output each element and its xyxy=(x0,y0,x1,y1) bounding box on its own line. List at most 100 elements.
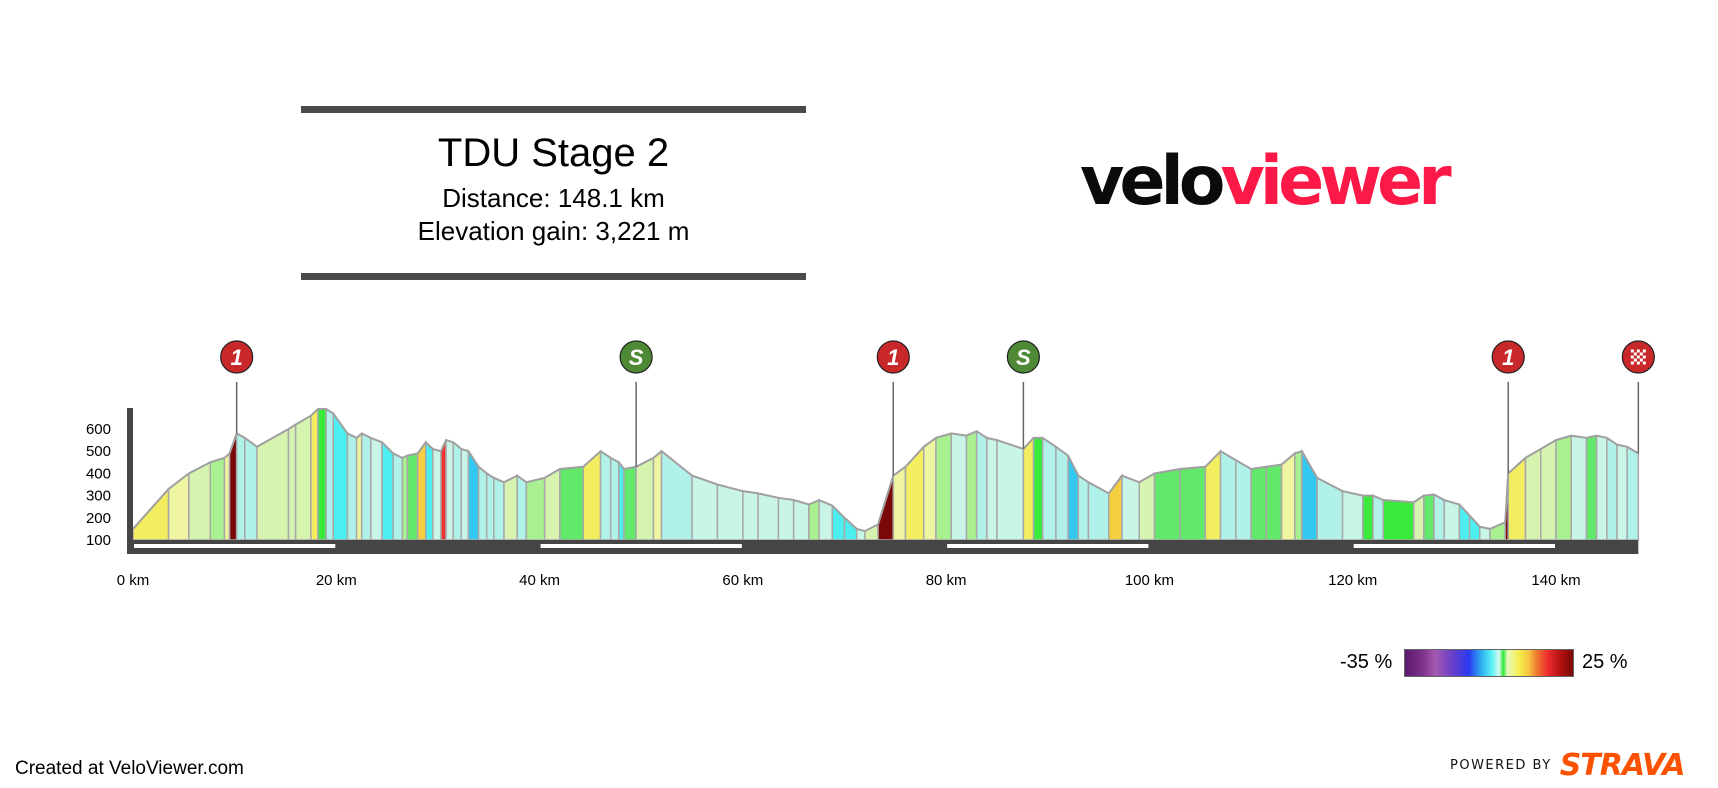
profile-segment xyxy=(950,432,968,541)
profile-segment xyxy=(1077,474,1090,541)
sprint-icon: S xyxy=(629,345,644,370)
profile-segment xyxy=(975,429,988,541)
profile-segment xyxy=(818,498,834,541)
profile-segment xyxy=(516,474,528,541)
profile-segment xyxy=(485,472,495,541)
profile-segment xyxy=(1606,436,1618,541)
profile-segment xyxy=(843,516,858,541)
profile-segment xyxy=(1265,463,1283,541)
kom-category-icon: 1 xyxy=(887,345,899,370)
profile-segment xyxy=(381,440,394,541)
profile-segment xyxy=(167,471,190,541)
profile-segment xyxy=(235,432,246,541)
kom-marker xyxy=(220,340,254,374)
gradient-color-scale xyxy=(1404,649,1574,677)
profile-segment xyxy=(256,427,290,541)
profile-segment xyxy=(1121,474,1141,541)
profile-segment xyxy=(1585,434,1598,541)
elevation-profile-chart: 100 200 300 400 500 600 0 km 20 km 40 km 60 km 80 … xyxy=(86,340,1655,589)
profile-segment xyxy=(360,432,372,541)
finish-flag-icon xyxy=(1630,361,1634,365)
profile-segment xyxy=(609,456,620,541)
profile-segment xyxy=(1423,493,1435,541)
powered-by-strava: POWERED BY STRAVA xyxy=(1450,748,1686,783)
profile-segment xyxy=(1280,451,1296,541)
profile-segment xyxy=(1235,458,1252,541)
strava-logo: STRAVA xyxy=(1559,748,1686,783)
profile-segment xyxy=(1433,493,1445,541)
profile-segment xyxy=(406,452,419,541)
profile-segment xyxy=(223,451,231,541)
profile-segment xyxy=(1626,445,1640,541)
stage-elevation-gain: Elevation gain: 3,221 m xyxy=(417,216,690,246)
profile-segment xyxy=(287,423,297,541)
profile-segment xyxy=(1595,434,1608,541)
profile-segment xyxy=(777,496,795,541)
y-axis-line xyxy=(127,408,133,554)
profile-segment xyxy=(808,498,820,541)
y-tick-label: 100 xyxy=(86,532,111,549)
profile-segment xyxy=(401,454,409,541)
profile-segment xyxy=(792,499,810,541)
profile-segment xyxy=(965,430,978,541)
profile-segment xyxy=(424,440,434,541)
finish-flag-icon xyxy=(1630,349,1634,353)
profile-segment xyxy=(132,486,170,541)
profile-segment xyxy=(652,449,663,541)
stage-title: TDU Stage 2 xyxy=(437,131,670,175)
profile-segment xyxy=(525,476,546,541)
profile-segment xyxy=(332,411,349,541)
kom-category-icon: 1 xyxy=(1502,345,1514,370)
profile-segment xyxy=(325,407,334,541)
kom-marker xyxy=(1491,340,1525,374)
profile-segment xyxy=(355,431,363,541)
powered-by-label: POWERED BY xyxy=(1450,758,1552,773)
profile-segment xyxy=(432,447,442,541)
profile-segment xyxy=(1341,490,1364,541)
profile-segment xyxy=(1524,447,1542,541)
profile-segment xyxy=(209,456,226,541)
y-tick-label: 500 xyxy=(86,443,111,460)
created-at-credit: Created at VeloViewer.com xyxy=(15,758,244,779)
profile-segment xyxy=(416,440,427,541)
profile-segment xyxy=(1316,476,1344,541)
title-bottom-rule xyxy=(301,273,806,280)
finish-flag-icon xyxy=(1636,361,1640,365)
profile-segment xyxy=(1022,435,1035,541)
x-tick-label: 40 km xyxy=(519,572,560,589)
profile-segment xyxy=(1294,450,1303,541)
stage-info-box: TDU Stage 2 Distance: 148.1 km Elevation… xyxy=(301,106,806,280)
x-axis-bar xyxy=(127,540,1639,554)
profile-segment xyxy=(716,483,744,541)
profile-segment xyxy=(1372,494,1384,541)
profile-segment xyxy=(1570,434,1588,541)
profile-segment xyxy=(294,414,312,541)
profile-segment xyxy=(445,439,454,541)
profile-segment xyxy=(892,465,907,541)
sprint-marker xyxy=(1006,340,1040,374)
title-top-rule xyxy=(301,106,806,113)
profile-segment xyxy=(623,465,637,541)
profile-segment xyxy=(1138,472,1156,541)
profile-segment xyxy=(440,439,447,541)
logo-velo: velo xyxy=(1080,142,1226,221)
profile-segment xyxy=(1250,465,1268,541)
profile-segment xyxy=(742,490,759,541)
legend-max-label: 25 % xyxy=(1582,651,1628,673)
finish-flag-icon xyxy=(1633,352,1637,356)
profile-segment xyxy=(1179,465,1207,541)
x-tick-label: 120 km xyxy=(1328,572,1377,589)
y-tick-label: 200 xyxy=(86,510,111,527)
profile-segment xyxy=(1443,499,1461,541)
finish-flag-icon xyxy=(1639,352,1643,356)
profile-segment xyxy=(392,452,404,541)
profile-segment xyxy=(370,436,383,541)
profile-segment xyxy=(618,460,625,541)
profile-segment xyxy=(599,449,612,541)
profile-segment xyxy=(935,432,952,541)
logo-viewer: viewer xyxy=(1220,142,1451,221)
profile-segment xyxy=(757,492,780,541)
profile-segment xyxy=(986,436,998,541)
x-axis-scale-stripe xyxy=(947,544,1149,548)
profile-segment xyxy=(452,440,463,541)
